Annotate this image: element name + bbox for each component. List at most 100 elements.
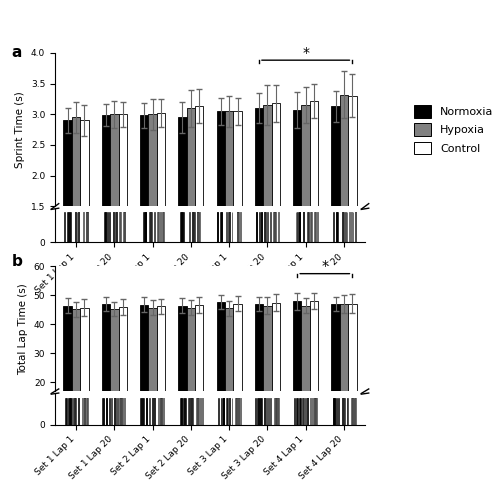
- Bar: [162, 212, 164, 242]
- Bar: [66, 398, 67, 425]
- Bar: [276, 398, 278, 425]
- Bar: [308, 212, 309, 242]
- Bar: [140, 116, 148, 299]
- Bar: [72, 309, 80, 441]
- Bar: [72, 398, 73, 425]
- Bar: [216, 111, 225, 299]
- Bar: [181, 212, 182, 242]
- Bar: [72, 117, 80, 299]
- Bar: [223, 398, 224, 425]
- Bar: [354, 398, 356, 425]
- Bar: [346, 212, 348, 242]
- Bar: [84, 398, 85, 425]
- Bar: [346, 398, 348, 425]
- Bar: [122, 398, 123, 425]
- Bar: [197, 212, 198, 242]
- Bar: [258, 398, 259, 425]
- Bar: [146, 398, 147, 425]
- Bar: [310, 212, 312, 242]
- Bar: [348, 303, 356, 441]
- Bar: [294, 398, 296, 425]
- Bar: [145, 212, 146, 242]
- Bar: [264, 398, 266, 425]
- Bar: [160, 212, 161, 242]
- Bar: [149, 212, 150, 242]
- Bar: [114, 398, 116, 425]
- Legend: Normoxia, Hypoxia, Control: Normoxia, Hypoxia, Control: [410, 100, 498, 159]
- Bar: [86, 398, 87, 425]
- Bar: [332, 106, 340, 299]
- Bar: [80, 308, 88, 441]
- Bar: [226, 398, 228, 425]
- Bar: [261, 398, 262, 425]
- Bar: [158, 212, 159, 242]
- Bar: [102, 115, 110, 299]
- Bar: [272, 103, 280, 299]
- Bar: [223, 398, 224, 425]
- Bar: [110, 309, 118, 441]
- Bar: [333, 212, 334, 242]
- Bar: [188, 398, 190, 425]
- Bar: [302, 306, 310, 441]
- Bar: [333, 398, 334, 425]
- Bar: [229, 398, 230, 425]
- Bar: [140, 398, 141, 425]
- Bar: [178, 117, 186, 299]
- Bar: [352, 398, 353, 425]
- Bar: [198, 212, 200, 242]
- Bar: [120, 212, 121, 242]
- Bar: [237, 212, 238, 242]
- Bar: [192, 212, 193, 242]
- Bar: [74, 212, 76, 242]
- Bar: [336, 212, 338, 242]
- Y-axis label: Sprint Time (s): Sprint Time (s): [16, 91, 26, 168]
- Bar: [307, 398, 308, 425]
- Bar: [348, 96, 356, 299]
- Bar: [311, 212, 312, 242]
- Bar: [274, 398, 276, 425]
- Bar: [274, 212, 275, 242]
- Bar: [181, 398, 182, 425]
- Bar: [270, 398, 271, 425]
- Bar: [197, 398, 198, 425]
- Bar: [276, 398, 277, 425]
- Bar: [226, 212, 228, 242]
- Bar: [352, 398, 354, 425]
- Bar: [355, 212, 356, 242]
- Bar: [293, 301, 302, 441]
- Bar: [302, 105, 310, 299]
- Bar: [150, 212, 152, 242]
- Bar: [105, 212, 106, 242]
- Bar: [263, 306, 272, 441]
- Bar: [337, 212, 338, 242]
- Bar: [180, 212, 182, 242]
- Bar: [234, 111, 242, 299]
- Bar: [260, 398, 261, 425]
- Bar: [302, 212, 304, 242]
- Bar: [264, 212, 265, 242]
- Bar: [221, 212, 222, 242]
- Bar: [237, 212, 238, 242]
- Bar: [106, 398, 107, 425]
- Bar: [116, 398, 117, 425]
- Bar: [112, 212, 114, 242]
- Bar: [217, 212, 218, 242]
- Bar: [154, 398, 156, 425]
- Bar: [216, 302, 225, 441]
- Bar: [237, 212, 238, 242]
- Bar: [119, 212, 120, 242]
- Bar: [103, 398, 104, 425]
- Bar: [256, 212, 257, 242]
- Bar: [102, 304, 110, 441]
- Bar: [225, 111, 234, 299]
- Text: a: a: [12, 45, 22, 60]
- Bar: [261, 212, 262, 242]
- Bar: [142, 398, 143, 425]
- Bar: [116, 212, 117, 242]
- Bar: [106, 398, 107, 425]
- Bar: [238, 398, 239, 425]
- Bar: [74, 398, 75, 425]
- Bar: [102, 398, 104, 425]
- Bar: [315, 398, 316, 425]
- Bar: [340, 304, 348, 441]
